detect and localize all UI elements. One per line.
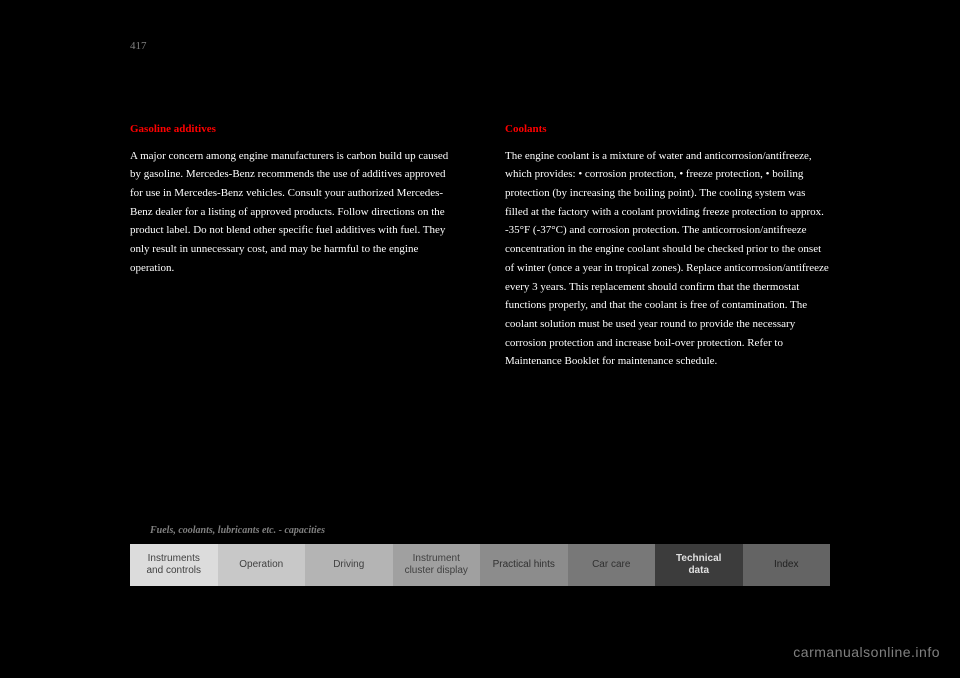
tab-5[interactable]: Car care	[568, 544, 656, 586]
tab-2[interactable]: Driving	[305, 544, 393, 586]
tab-0[interactable]: Instruments and controls	[130, 544, 218, 586]
left-body: A major concern among engine manufacture…	[130, 147, 455, 278]
tab-7[interactable]: Index	[743, 544, 831, 586]
nav-tabs: Instruments and controlsOperationDriving…	[130, 544, 830, 586]
tab-6[interactable]: Technical data	[655, 544, 743, 586]
content-area: Gasoline additives A major concern among…	[130, 60, 830, 371]
page-number: 417	[130, 40, 147, 52]
right-heading: Coolants	[505, 120, 830, 139]
tab-4[interactable]: Practical hints	[480, 544, 568, 586]
tab-1[interactable]: Operation	[218, 544, 306, 586]
left-column: Gasoline additives A major concern among…	[130, 120, 455, 371]
right-body: The engine coolant is a mixture of water…	[505, 147, 830, 371]
right-column: Coolants The engine coolant is a mixture…	[505, 120, 830, 371]
watermark: carmanualsonline.info	[793, 644, 940, 660]
breadcrumb: Fuels, coolants, lubricants etc. - capac…	[150, 525, 325, 536]
left-heading: Gasoline additives	[130, 120, 455, 139]
tab-3[interactable]: Instrument cluster display	[393, 544, 481, 586]
